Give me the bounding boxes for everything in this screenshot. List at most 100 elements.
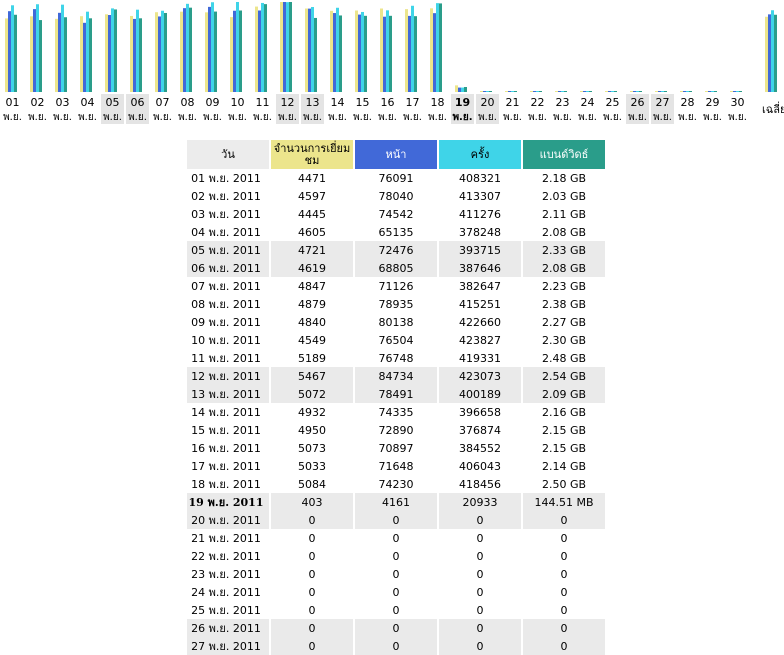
bar-3-01	[14, 14, 17, 92]
cell-hits: 0	[476, 567, 484, 581]
cell-date: 23 พ.ย. 2011	[191, 568, 261, 581]
bar-2-01	[11, 5, 14, 93]
cell-date: 02 พ.ย. 2011	[191, 190, 261, 203]
cell-visits: 5072	[271, 385, 353, 403]
month-tick-label: พ.ย.	[578, 112, 597, 123]
table-row: 09 พ.ย. 2011 4840 80138 422660 2.27 GB	[187, 313, 605, 331]
cell-date: 17 พ.ย. 2011	[191, 460, 261, 473]
header-pages: หน้า	[355, 140, 437, 169]
cell-pages: 0	[392, 585, 400, 599]
cell-bandwidth: 0	[523, 511, 605, 529]
cell-bandwidth: 2.50 GB	[541, 477, 587, 491]
cell-date: 01 พ.ย. 2011	[191, 172, 261, 185]
cell-bandwidth: 0	[560, 567, 568, 581]
month-tick-label: พ.ย.	[228, 112, 247, 123]
bar-0-06	[130, 15, 133, 93]
cell-pages: 84734	[355, 367, 437, 385]
cell-bandwidth: 2.14 GB	[541, 459, 587, 473]
cell-bandwidth: 2.03 GB	[541, 189, 587, 203]
bar-2-02	[36, 4, 39, 92]
cell-hits: 20933	[439, 493, 521, 511]
bar-1-03	[58, 12, 61, 92]
month-tick-label: พ.ย.	[553, 112, 572, 123]
cell-visits: 5033	[298, 459, 326, 473]
day-tick-label: 30	[731, 96, 745, 109]
cell-bandwidth: 2.11 GB	[541, 207, 587, 221]
month-tick-label: พ.ย.	[603, 112, 622, 123]
average-bar-0	[765, 16, 768, 92]
cell-visits: 5467	[271, 367, 353, 385]
day-tick-label: 14	[331, 96, 345, 109]
bar-3-11	[264, 4, 267, 92]
header-visits: จำนวนการเยี่ยมชม	[271, 140, 353, 169]
bar-2-05	[111, 8, 114, 92]
cell-bandwidth: 2.27 GB	[541, 315, 587, 329]
cell-bandwidth: 2.23 GB	[541, 279, 587, 293]
bar-3-23	[564, 91, 567, 92]
day-tick-label: 02	[31, 96, 45, 109]
cell-visits: 0	[308, 585, 316, 599]
cell-pages: 76748	[378, 351, 414, 365]
table-row: 15 พ.ย. 2011 4950 72890 376874 2.15 GB	[187, 421, 605, 439]
cell-date: 07 พ.ย. 2011	[191, 280, 261, 293]
bar-0-03	[55, 18, 58, 92]
month-tick-label: พ.ย.	[203, 112, 222, 123]
cell-pages: 74335	[378, 405, 414, 419]
cell-date: 15 พ.ย. 2011	[191, 424, 261, 437]
bar-3-21	[514, 91, 517, 92]
day-tick-label: 24	[581, 96, 595, 109]
cell-pages: 78935	[378, 297, 414, 311]
day-tick-label: 19	[455, 96, 470, 109]
bar-0-18	[430, 8, 433, 93]
bar-1-14	[333, 13, 336, 92]
table-row: 27 พ.ย. 2011 0 0 0 0	[187, 637, 605, 655]
cell-hits: 422660	[459, 315, 501, 329]
month-tick-label: พ.ย.	[403, 112, 422, 123]
bar-1-19	[458, 87, 461, 92]
cell-date: 20 พ.ย. 2011	[187, 511, 269, 529]
cell-visits: 5189	[298, 351, 326, 365]
bar-3-04	[89, 18, 92, 93]
bar-1-25	[608, 91, 611, 92]
cell-date: 08 พ.ย. 2011	[191, 298, 261, 311]
day-tick-label: 12	[281, 96, 295, 109]
cell-pages: 70897	[378, 441, 414, 455]
bar-0-30	[730, 91, 733, 92]
bar-2-12	[286, 2, 289, 93]
cell-date: 06 พ.ย. 2011	[187, 259, 269, 277]
bar-2-22	[536, 91, 539, 92]
bar-3-25	[614, 91, 617, 92]
table-row: 01 พ.ย. 2011 4471 76091 408321 2.18 GB	[187, 169, 605, 187]
bar-0-27	[655, 91, 658, 92]
bar-0-21	[505, 91, 508, 92]
bar-2-08	[186, 3, 189, 92]
month-tick-label: พ.ย.	[528, 112, 547, 123]
bar-3-10	[239, 10, 242, 92]
bar-3-02	[39, 20, 42, 93]
day-tick-label: 21	[506, 96, 520, 109]
bar-3-13	[314, 17, 317, 92]
bar-3-29	[714, 91, 717, 92]
cell-date: 11 พ.ย. 2011	[191, 352, 261, 365]
cell-pages: 0	[392, 603, 400, 617]
cell-pages: 65135	[378, 225, 414, 239]
bar-2-10	[236, 2, 239, 92]
month-tick-label: พ.ย.	[253, 112, 272, 123]
day-tick-label: 17	[406, 96, 420, 109]
cell-pages: 72890	[378, 423, 414, 437]
bar-3-17	[414, 16, 417, 92]
month-tick-label: พ.ย.	[353, 112, 372, 123]
cell-date: 24 พ.ย. 2011	[191, 586, 261, 599]
bar-1-09	[208, 6, 211, 92]
cell-visits: 4879	[298, 297, 326, 311]
cell-visits: 5084	[298, 477, 326, 491]
table-body: 01 พ.ย. 2011 4471 76091 408321 2.18 GB 02 พ.ย…	[187, 169, 605, 655]
month-tick-label: พ.ย.	[153, 112, 172, 123]
cell-visits: 0	[308, 603, 316, 617]
cell-pages: 0	[355, 637, 437, 655]
cell-hits: 0	[439, 637, 521, 655]
day-tick-label: 23	[556, 96, 570, 109]
cell-date: 13 พ.ย. 2011	[187, 385, 269, 403]
cell-visits: 4847	[298, 279, 326, 293]
day-tick-label: 22	[531, 96, 545, 109]
